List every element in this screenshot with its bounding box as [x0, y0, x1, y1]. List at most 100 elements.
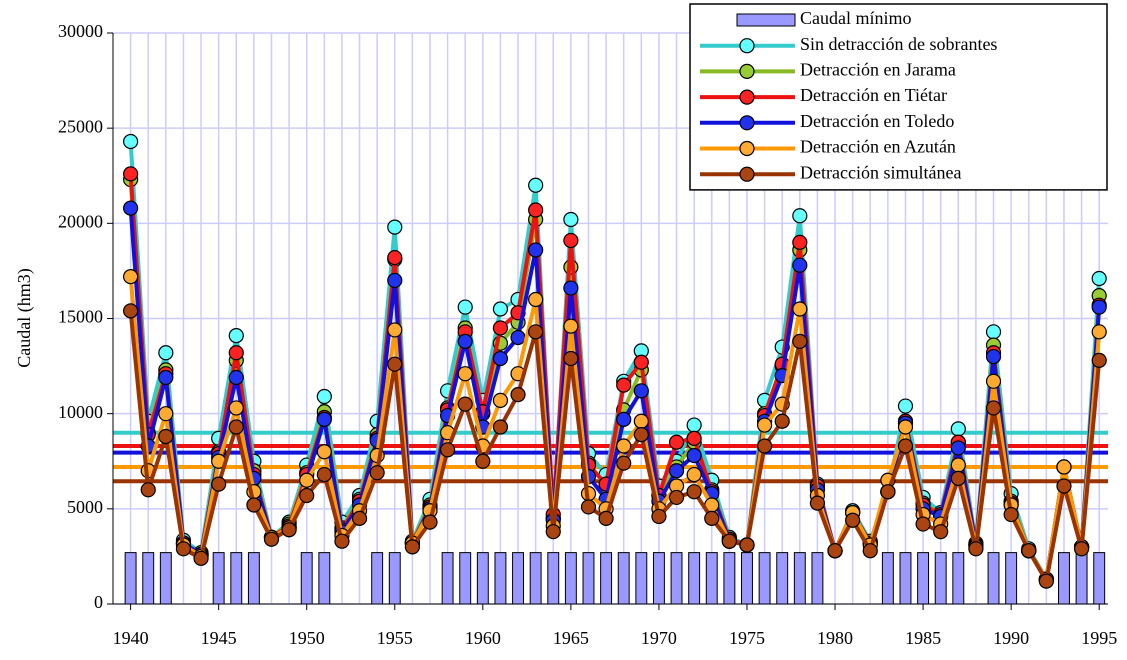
x-tick-label: 1945	[201, 628, 237, 648]
bar	[1005, 552, 1018, 605]
bar	[1093, 552, 1106, 605]
marker	[915, 516, 931, 532]
marker	[792, 301, 808, 317]
marker	[563, 280, 579, 296]
marker	[492, 392, 509, 408]
marker	[492, 301, 509, 317]
marker	[369, 465, 385, 481]
marker	[756, 417, 773, 433]
bar	[371, 552, 384, 605]
bar	[582, 552, 595, 605]
marker	[686, 447, 702, 464]
bar	[670, 552, 683, 605]
marker	[387, 322, 403, 338]
y-tick-label: 5000	[67, 497, 103, 517]
marker	[228, 400, 244, 416]
marker	[123, 133, 139, 150]
marker	[528, 242, 544, 258]
marker	[792, 208, 808, 224]
marker	[334, 533, 350, 549]
bar	[512, 552, 525, 605]
marker	[721, 533, 737, 549]
marker	[792, 234, 808, 250]
bar	[776, 552, 789, 605]
marker	[158, 345, 174, 361]
bar	[142, 552, 155, 605]
marker	[457, 333, 473, 349]
marker	[123, 166, 139, 182]
bar	[793, 552, 806, 605]
marker	[404, 539, 420, 555]
legend-label: Caudal mínimo	[800, 8, 912, 28]
marker	[668, 434, 685, 450]
marker	[211, 476, 227, 492]
marker	[123, 303, 139, 319]
x-tick-label: 1940	[113, 628, 149, 648]
marker	[633, 413, 649, 429]
marker	[563, 318, 579, 334]
bar	[741, 552, 753, 605]
bar	[388, 552, 401, 605]
marker	[985, 373, 1002, 389]
marker	[316, 444, 332, 460]
marker	[246, 497, 262, 513]
marker	[1073, 541, 1090, 557]
marker	[475, 453, 491, 469]
x-tick-label: 1975	[729, 628, 765, 648]
marker	[440, 442, 456, 458]
x-tick-label: 1960	[465, 628, 501, 648]
legend-label: Detracción en Jarama	[800, 60, 956, 80]
x-tick-label: 1995	[1081, 628, 1117, 648]
bar	[247, 552, 260, 605]
marker	[140, 482, 156, 498]
marker	[686, 484, 702, 500]
marker	[668, 463, 685, 479]
bar	[441, 552, 454, 605]
marker	[616, 455, 632, 471]
bar	[688, 552, 701, 605]
marker	[123, 200, 139, 216]
marker	[897, 438, 914, 454]
marker	[545, 524, 561, 540]
marker	[827, 543, 843, 559]
marker	[299, 472, 315, 488]
marker	[351, 510, 368, 526]
marker	[281, 522, 297, 538]
marker	[633, 354, 649, 370]
marker	[1021, 543, 1037, 559]
marker	[387, 249, 403, 266]
marker	[616, 411, 632, 427]
marker	[228, 419, 244, 435]
marker	[175, 541, 192, 557]
x-tick-label: 1950	[289, 628, 325, 648]
bar	[212, 552, 225, 605]
marker	[299, 487, 315, 504]
bar	[600, 552, 613, 605]
marker	[598, 510, 614, 526]
x-tick-label: 1985	[905, 628, 941, 648]
marker	[985, 400, 1002, 416]
marker	[387, 272, 403, 289]
y-tick-label: 10000	[58, 402, 103, 422]
bar	[917, 552, 930, 605]
marker	[950, 421, 966, 437]
marker	[228, 369, 244, 386]
marker	[387, 219, 403, 235]
marker	[563, 350, 579, 367]
bar	[652, 552, 665, 605]
marker	[950, 457, 966, 473]
marker	[792, 333, 808, 349]
marker	[686, 417, 702, 433]
legend-marker	[739, 140, 755, 157]
bar	[987, 552, 1000, 605]
marker	[897, 398, 914, 414]
marker	[1056, 459, 1072, 475]
bar	[300, 552, 313, 605]
marker	[158, 369, 174, 386]
legend-label: Detracción simultánea	[800, 162, 961, 182]
marker	[686, 466, 702, 483]
marker	[158, 428, 174, 445]
marker	[123, 269, 139, 285]
marker	[1003, 506, 1019, 523]
